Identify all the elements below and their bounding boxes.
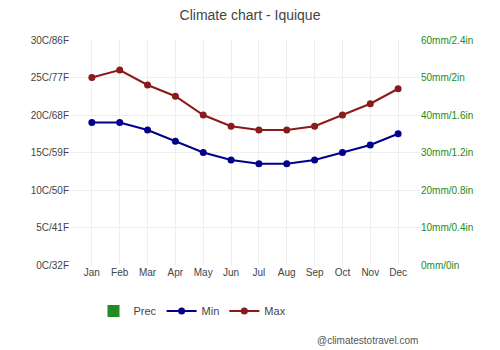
svg-text:Jun: Jun: [223, 267, 239, 278]
svg-text:60mm/2.4in: 60mm/2.4in: [421, 35, 473, 46]
svg-text:5C/41F: 5C/41F: [36, 222, 69, 233]
svg-text:Dec: Dec: [389, 267, 407, 278]
svg-text:@climatestotravel.com: @climatestotravel.com: [317, 335, 418, 346]
svg-text:0mm/0in: 0mm/0in: [421, 260, 459, 271]
svg-text:30mm/1.2in: 30mm/1.2in: [421, 147, 473, 158]
svg-text:10C/50F: 10C/50F: [31, 185, 69, 196]
svg-text:20C/68F: 20C/68F: [31, 110, 69, 121]
svg-text:Min: Min: [202, 305, 220, 317]
svg-text:Max: Max: [264, 305, 285, 317]
svg-text:Prec: Prec: [134, 305, 157, 317]
svg-text:25C/77F: 25C/77F: [31, 72, 69, 83]
svg-text:Mar: Mar: [139, 267, 157, 278]
svg-text:Climate chart - Iquique: Climate chart - Iquique: [180, 7, 321, 23]
svg-text:50mm/2in: 50mm/2in: [421, 72, 465, 83]
svg-text:15C/59F: 15C/59F: [31, 147, 69, 158]
svg-text:Jan: Jan: [84, 267, 100, 278]
svg-text:20mm/0.8in: 20mm/0.8in: [421, 185, 473, 196]
svg-text:Oct: Oct: [335, 267, 351, 278]
svg-text:0C/32F: 0C/32F: [36, 260, 69, 271]
svg-text:Nov: Nov: [361, 267, 379, 278]
svg-text:30C/86F: 30C/86F: [31, 35, 69, 46]
svg-text:May: May: [194, 267, 213, 278]
svg-text:Apr: Apr: [168, 267, 184, 278]
svg-text:Feb: Feb: [111, 267, 129, 278]
svg-text:10mm/0.4in: 10mm/0.4in: [421, 222, 473, 233]
svg-text:Sep: Sep: [306, 267, 324, 278]
svg-text:Jul: Jul: [253, 267, 266, 278]
svg-text:Aug: Aug: [278, 267, 296, 278]
svg-text:40mm/1.6in: 40mm/1.6in: [421, 110, 473, 121]
